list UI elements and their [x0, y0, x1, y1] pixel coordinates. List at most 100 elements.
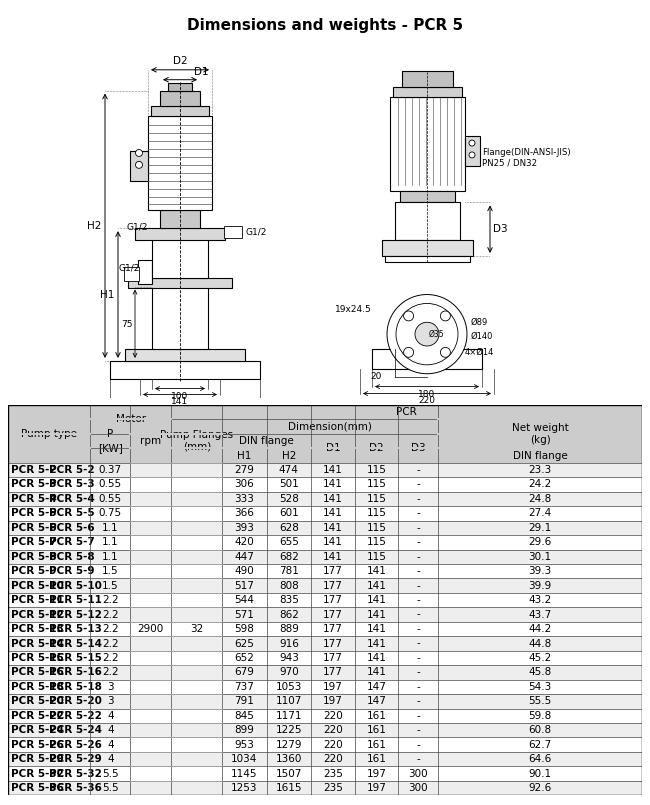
Text: PCR 5-18: PCR 5-18 [11, 682, 64, 691]
Bar [465, 136, 480, 166]
Bar [438, 521, 642, 535]
Bar [172, 550, 222, 564]
Bar [8, 506, 90, 521]
Bar [172, 521, 222, 535]
Bar [266, 766, 311, 781]
Bar [398, 679, 438, 694]
Text: 43.2: 43.2 [528, 595, 552, 605]
Bar [356, 665, 398, 679]
Text: PCR 5-16: PCR 5-16 [49, 667, 102, 678]
Text: PCR 5-3: PCR 5-3 [11, 480, 57, 489]
Text: 571: 571 [235, 609, 254, 620]
Bar [172, 607, 222, 621]
Text: 115: 115 [367, 522, 387, 533]
Text: 544: 544 [235, 595, 254, 605]
Circle shape [135, 150, 142, 156]
Text: Pump type: Pump type [21, 429, 77, 439]
Text: 197: 197 [323, 682, 343, 691]
Bar [8, 723, 90, 737]
Text: 2.2: 2.2 [102, 609, 118, 620]
Bar [393, 87, 462, 97]
Bar [8, 405, 90, 463]
Bar [8, 463, 90, 477]
Bar [90, 405, 172, 434]
Text: PCR 5-36: PCR 5-36 [11, 783, 64, 793]
Bar [128, 278, 232, 287]
Text: 39.3: 39.3 [528, 566, 552, 576]
Bar [356, 679, 398, 694]
Bar [172, 535, 222, 550]
Text: PCR 5-2: PCR 5-2 [49, 465, 95, 475]
Text: Ø35: Ø35 [429, 329, 445, 339]
Text: 490: 490 [235, 566, 254, 576]
Text: G1/2: G1/2 [127, 223, 148, 232]
Bar [222, 621, 266, 636]
Bar [151, 106, 209, 117]
Bar [8, 650, 90, 665]
Bar [438, 535, 642, 550]
Text: 30.1: 30.1 [528, 551, 552, 562]
Bar [222, 579, 266, 593]
Bar [130, 151, 148, 180]
Text: 45.2: 45.2 [528, 653, 552, 663]
Bar [356, 650, 398, 665]
Text: 44.2: 44.2 [528, 624, 552, 634]
Bar [438, 492, 642, 506]
Bar [222, 781, 266, 795]
Bar [148, 117, 212, 210]
Text: PCR 5-8: PCR 5-8 [11, 551, 57, 562]
Bar [90, 607, 130, 621]
Text: rpm: rpm [140, 436, 161, 446]
Bar [8, 708, 90, 723]
Text: 177: 177 [323, 667, 343, 678]
Bar [222, 550, 266, 564]
Text: PCR 5-26: PCR 5-26 [11, 740, 64, 749]
Bar [398, 593, 438, 607]
Circle shape [415, 322, 439, 346]
Text: 115: 115 [367, 509, 387, 518]
Text: DIN flange: DIN flange [239, 436, 294, 446]
Text: PCR 5-24: PCR 5-24 [49, 725, 102, 735]
Text: PCR 5-12: PCR 5-12 [11, 609, 64, 620]
Bar [8, 752, 90, 766]
Text: 64.6: 64.6 [528, 754, 552, 764]
Text: 141: 141 [323, 522, 343, 533]
Bar [398, 564, 438, 579]
Bar [222, 650, 266, 665]
Text: PCR 5-5: PCR 5-5 [49, 509, 95, 518]
Text: 220: 220 [323, 754, 343, 764]
Text: 899: 899 [235, 725, 254, 735]
Text: 177: 177 [323, 638, 343, 649]
Bar [135, 228, 225, 240]
Text: -: - [416, 609, 420, 620]
Text: -: - [416, 725, 420, 735]
Text: 115: 115 [367, 494, 387, 504]
Bar [172, 405, 642, 419]
Bar [356, 766, 398, 781]
Text: PCR 5-22: PCR 5-22 [11, 711, 64, 720]
Circle shape [404, 348, 413, 357]
Bar [266, 492, 311, 506]
Text: -: - [416, 667, 420, 678]
Text: 100: 100 [172, 391, 188, 401]
Text: 20: 20 [370, 372, 382, 382]
Bar [172, 621, 222, 636]
Bar [311, 679, 356, 694]
Text: 4: 4 [107, 725, 114, 735]
Bar [90, 723, 130, 737]
Text: 141: 141 [367, 653, 387, 663]
Bar [172, 564, 222, 579]
Bar [90, 477, 130, 492]
Bar [130, 694, 172, 708]
Bar [8, 665, 90, 679]
Text: -: - [416, 696, 420, 706]
Text: 835: 835 [279, 595, 299, 605]
Bar [222, 766, 266, 781]
Text: Dimension(mm): Dimension(mm) [288, 422, 372, 431]
Text: 679: 679 [235, 667, 254, 678]
Bar [372, 349, 482, 369]
Text: 177: 177 [323, 595, 343, 605]
Text: 333: 333 [235, 494, 254, 504]
Text: 55.5: 55.5 [528, 696, 552, 706]
Text: -: - [416, 537, 420, 547]
